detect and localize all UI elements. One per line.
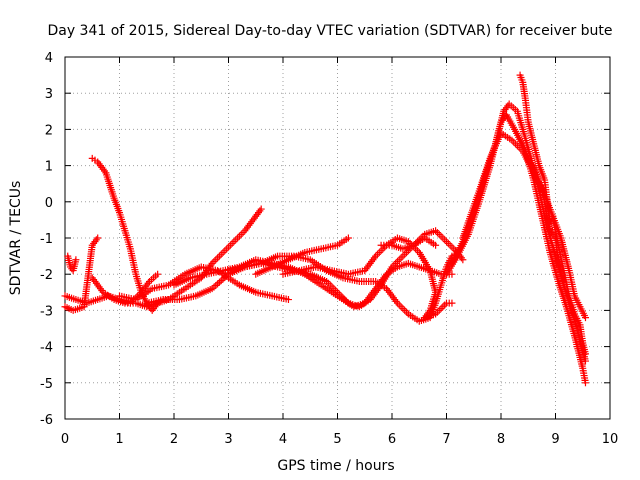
y-tick-label: 0 [45,196,53,211]
data-point [437,232,445,240]
y-tick-label: 4 [45,51,53,66]
data-point [439,303,447,311]
data-point [581,314,589,322]
chart-title: Day 341 of 2015, Sidereal Day-to-day VTE… [47,23,612,39]
data-point [581,379,589,387]
data-point [379,245,387,253]
data-point [401,306,409,314]
data-point [432,241,440,249]
data-point [395,301,403,309]
series-arc-17 [530,162,568,285]
x-tick-label: 8 [497,432,505,447]
data-point [373,250,381,258]
data-markers [61,71,589,387]
series-arc-10 [252,234,352,278]
data-point [403,308,411,316]
data-point [441,301,449,309]
y-axis-label: SDTVAR / TECUs [8,181,24,296]
data-point [225,243,232,251]
y-tick-label: 2 [45,123,53,138]
series-arc-1 [64,252,80,275]
data-point [212,256,220,264]
data-point [448,243,456,251]
data-point [215,252,223,260]
x-tick-label: 4 [279,432,287,447]
data-point [230,238,238,246]
data-point [219,248,227,256]
x-tick-label: 9 [551,432,559,447]
data-point [72,256,80,264]
data-point [214,254,222,262]
x-tick-label: 6 [388,432,396,447]
data-point [446,241,454,249]
data-point [433,229,441,237]
data-point [581,357,589,365]
x-tick-label: 7 [442,432,450,447]
data-point [441,236,449,244]
data-point [397,303,405,311]
data-point [235,232,243,240]
data-point [257,205,265,213]
data-point [215,278,223,286]
data-point [214,280,222,288]
data-point [435,306,443,314]
data-point [443,238,450,246]
data-point [212,281,220,289]
data-point [94,234,102,242]
data-point [344,234,352,242]
data-point [459,256,467,264]
data-point [210,258,218,266]
data-point [232,236,240,244]
data-point [228,239,236,247]
series-arc-9 [225,248,461,325]
axis-ticks: 0 1 2 3 4 5 6 7 8 9 10 -6 -5 -4 -3 -2 -1 0 1 2 3 4 [40,51,618,447]
data-point [581,350,589,358]
y-tick-label: -6 [40,413,53,428]
plot-frame [64,56,611,420]
series-arc-14 [448,111,589,387]
x-axis-label: GPS time / hours [277,458,394,474]
data-point [401,250,409,258]
x-tick-label: 2 [170,432,178,447]
y-tick-label: 3 [45,87,53,102]
data-point [284,296,292,304]
y-tick-label: -4 [40,341,53,356]
data-point [397,254,405,262]
data-point [223,245,231,253]
data-point [237,230,245,238]
series-arc-16 [516,71,589,358]
y-tick-label: 1 [45,160,53,175]
data-point [217,250,225,258]
data-point [437,305,445,313]
y-tick-label: -1 [40,232,53,247]
data-point [399,252,407,260]
x-tick-label: 10 [602,432,619,447]
data-point [221,247,229,255]
series-arc-5 [88,205,265,311]
data-point [154,270,162,278]
data-point [444,239,452,247]
grid-lines [65,57,610,419]
series-arc-11 [279,234,456,322]
x-tick-label: 5 [333,432,341,447]
data-point [560,277,568,285]
data-point [381,243,389,251]
data-point [375,248,383,256]
data-point [439,234,447,242]
data-point [234,234,242,242]
x-tick-label: 0 [61,432,69,447]
x-tick-label: 1 [115,432,123,447]
y-tick-label: -5 [40,377,53,392]
data-point [448,299,456,307]
data-point [399,305,407,313]
series-arc-3 [61,234,102,314]
data-point [239,229,247,237]
y-tick-label: -2 [40,268,53,283]
data-point [226,241,234,249]
x-tick-label: 3 [224,432,232,447]
y-tick-label: -3 [40,304,53,319]
